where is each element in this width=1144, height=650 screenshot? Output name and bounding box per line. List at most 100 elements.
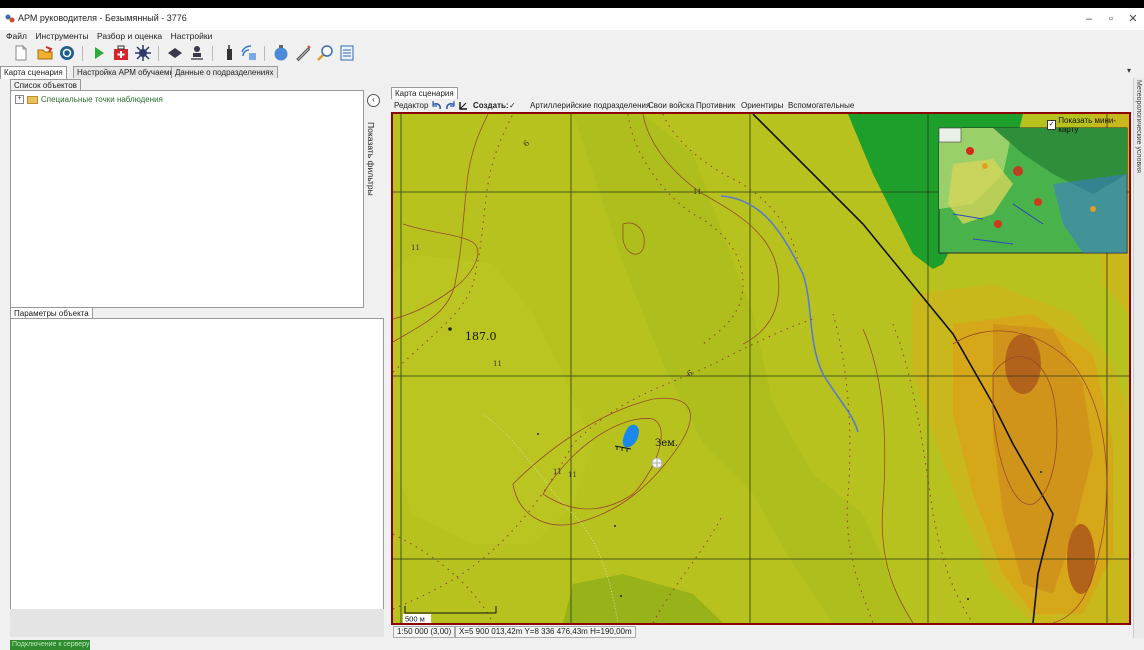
artillery-units-item[interactable]: Артиллерийские подразделения (530, 101, 651, 110)
peak-area (1005, 334, 1041, 394)
contour-mark: 11 (493, 360, 502, 368)
bottom-bar: Подключение к серверу (0, 638, 1144, 650)
refresh-icon[interactable] (58, 44, 76, 62)
create-check-icon[interactable]: ✓ (509, 101, 516, 110)
tab-unit-data[interactable]: Данные о подразделениях (171, 66, 278, 78)
minimap[interactable] (938, 127, 1128, 254)
editor-label[interactable]: Редактор (394, 101, 429, 110)
crosshair-icon (652, 458, 662, 468)
show-minimap-toggle[interactable]: ✓ Показать мини-карту (1047, 116, 1129, 134)
grid-lines-vertical (400, 114, 1108, 623)
road-line (752, 114, 1054, 623)
map-scale-readout: 1:50 000 (3,00) (393, 626, 456, 638)
contour-line (622, 222, 645, 255)
map-status-bar: 1:50 000 (3,00) X=5 900 013,42m Y=8 336 … (391, 625, 1131, 638)
contour-line (652, 513, 724, 623)
contour-mark: 6 (522, 138, 532, 148)
restore-button[interactable]: ▫ (1109, 13, 1113, 25)
contour-line (393, 223, 479, 320)
shield-icon[interactable] (166, 44, 184, 62)
pin-icon[interactable]: ▾ (1127, 66, 1132, 75)
own-troops-item[interactable]: Свои войска (648, 101, 695, 110)
params-footer (10, 609, 384, 637)
title-bar: АРМ руководителя - Безымянный - 3776 – ▫… (0, 8, 1144, 30)
list-icon[interactable] (338, 44, 356, 62)
tab-trainee-settings[interactable]: Настройка АРМ обучаемых (73, 66, 184, 78)
object-list-panel: + Специальные точки наблюдения (10, 90, 364, 308)
menu-bar: Файл Инструменты Разбор и оценка Настрой… (0, 30, 1144, 42)
map-dot (967, 598, 969, 600)
menu-file[interactable]: Файл (6, 31, 27, 41)
contour-line (627, 114, 744, 345)
scale-label-bg (403, 614, 431, 623)
lowland-area (563, 574, 723, 623)
coordinates-readout: X=5 900 013,42m Y=8 336 476,43m H=190,00… (455, 626, 636, 638)
close-button[interactable]: ✕ (1128, 13, 1138, 25)
map-dot (537, 433, 539, 435)
enemy-item[interactable]: Противник (696, 101, 736, 110)
scale-label: 500 м (405, 615, 425, 624)
magnifier-icon[interactable] (316, 44, 334, 62)
elevation-point (448, 327, 452, 331)
draw-angle-icon[interactable] (459, 101, 468, 110)
play-icon[interactable] (90, 44, 108, 62)
params-panel (10, 318, 384, 610)
main-toolbar (8, 44, 408, 64)
map-canvas[interactable]: 187.0 Зем. 6 6 11 11 11 11 11 500 м (391, 112, 1131, 625)
toolbar-separator (264, 46, 265, 61)
map-tab[interactable]: Карта сценария (391, 87, 458, 99)
params-header: Параметры объекта (10, 307, 93, 319)
auxiliary-item[interactable]: Вспомогательные (788, 101, 855, 110)
contour-line (393, 114, 514, 373)
new-doc-icon[interactable] (12, 44, 30, 62)
create-label: Создать: (473, 101, 509, 110)
topo-map[interactable]: 187.0 Зем. 6 6 11 11 11 11 11 500 м (393, 114, 1129, 623)
show-minimap-label: Показать мини-карту (1058, 116, 1117, 134)
expand-icon[interactable]: + (15, 95, 24, 104)
landmarks-item[interactable]: Ориентиры (741, 101, 784, 110)
object-list-header: Список объектов (10, 79, 81, 91)
map-dot (1040, 471, 1042, 473)
weather-label: Метеорологические условия (1135, 80, 1142, 173)
menu-settings[interactable]: Настройки (170, 31, 213, 41)
burst-icon[interactable] (134, 44, 152, 62)
folder-icon (27, 95, 38, 104)
pen-icon[interactable] (294, 44, 312, 62)
menu-review[interactable]: Разбор и оценка (96, 31, 163, 41)
elevation-label: 187.0 (465, 330, 497, 343)
undo-icon[interactable] (432, 101, 442, 110)
app-window: АРМ руководителя - Безымянный - 3776 – ▫… (0, 8, 1144, 650)
connection-status: Подключение к серверу (10, 640, 90, 650)
contour-line (642, 114, 780, 345)
minimize-button[interactable]: – (1085, 13, 1093, 25)
contour-line (862, 328, 914, 623)
person-icon[interactable] (188, 44, 206, 62)
tab-scenario-map[interactable]: Карта сценария (0, 66, 67, 79)
contour-mark: 6 (686, 368, 695, 378)
pier-symbol (614, 445, 632, 452)
app-icon (5, 14, 15, 23)
toolbar-separator (158, 46, 159, 61)
collapse-filters-icon[interactable]: ‹ (367, 94, 380, 107)
contour-mark: 11 (693, 188, 702, 196)
map-toolbar: Редактор Создать: ✓ Артиллерийские подра… (391, 99, 1131, 112)
scale-bar (404, 606, 497, 614)
redo-icon[interactable] (445, 101, 455, 110)
contour-mark: 11 (553, 468, 562, 476)
contour-mark: 11 (411, 244, 420, 252)
show-filters-label[interactable]: Показать фильтры (366, 122, 376, 196)
globe-icon[interactable] (272, 44, 290, 62)
toolbar-separator (212, 46, 213, 61)
contour-line (512, 397, 691, 526)
medkit-icon[interactable] (112, 44, 130, 62)
window-title: АРМ руководителя - Безымянный - 3776 (18, 13, 187, 23)
lake-shape (622, 424, 639, 448)
tree-item-observation-points[interactable]: + Специальные точки наблюдения (15, 95, 163, 104)
satellite-icon[interactable] (240, 44, 258, 62)
radio-icon[interactable] (220, 44, 238, 62)
tree-item-label: Специальные точки наблюдения (41, 95, 163, 104)
minimap-checkbox[interactable]: ✓ (1047, 120, 1057, 130)
menu-tools[interactable]: Инструменты (35, 31, 89, 41)
open-folder-icon[interactable] (36, 44, 54, 62)
right-side-strip[interactable]: Метеорологические условия (1133, 78, 1144, 638)
